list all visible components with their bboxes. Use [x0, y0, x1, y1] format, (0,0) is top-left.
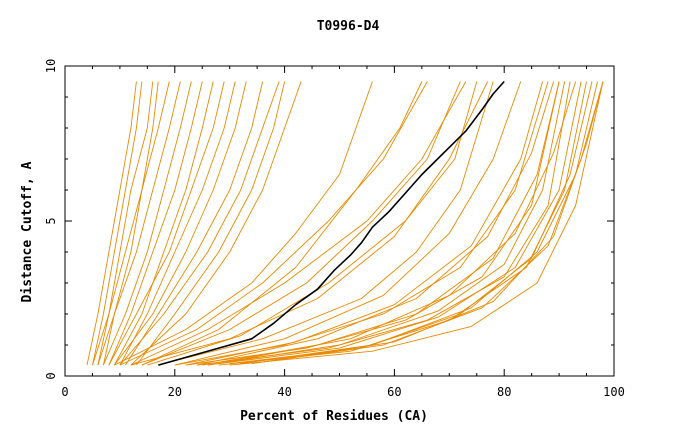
series-line-m06	[97, 81, 181, 366]
x-axis-ticks: 0 20 40 60 80 100	[61, 66, 625, 399]
series-line-m19	[119, 81, 428, 366]
series-line-m13	[125, 81, 264, 366]
x-tick-label-80: 80	[497, 385, 511, 399]
highlight-layer	[158, 80, 505, 366]
series-line-m20	[130, 81, 489, 366]
series-line-m14	[119, 81, 280, 366]
series-line-m34	[251, 81, 604, 365]
series-line-m05	[92, 81, 170, 366]
x-tick-label-0: 0	[61, 385, 68, 399]
series-line-m35	[218, 81, 577, 365]
series-line-m28	[207, 81, 582, 366]
series-line-m07	[102, 81, 192, 366]
series-line-m24	[141, 81, 423, 366]
series-line-m22	[114, 81, 373, 366]
x-tick-label-20: 20	[168, 385, 182, 399]
series-line-m16	[136, 81, 286, 366]
y-tick-label-10: 10	[44, 59, 58, 73]
x-tick-label-40: 40	[277, 385, 291, 399]
series-line-m18	[141, 81, 461, 366]
y-axis-ticks: 0 5 10	[44, 59, 614, 380]
series-line-m38	[207, 81, 566, 366]
series-line-m17	[130, 81, 467, 366]
series-line-m04	[102, 81, 159, 366]
y-tick-label-5: 5	[44, 217, 58, 224]
series-line-m08	[108, 81, 203, 366]
series-line-m37	[174, 81, 522, 366]
series-line-m03	[97, 81, 154, 366]
series-line-m36	[229, 81, 604, 366]
x-tick-label-100: 100	[603, 385, 625, 399]
series-line-m39	[262, 81, 604, 363]
series-line-m21	[147, 81, 478, 366]
series-line-m01	[86, 81, 137, 366]
series-line-m25	[174, 81, 549, 366]
series-line-m02	[92, 81, 143, 366]
series-line-m09	[114, 81, 214, 366]
series-line-m11	[119, 81, 236, 366]
series-line-m23	[163, 81, 494, 365]
x-axis-label: Percent of Residues (CA)	[240, 409, 428, 424]
series-line-m12	[114, 81, 247, 366]
chart-title: T0996-D4	[317, 19, 380, 34]
x-tick-label-60: 60	[387, 385, 401, 399]
series-line-m33	[185, 81, 544, 366]
series-line-m10	[108, 81, 225, 366]
series-line-m40	[196, 81, 555, 366]
series-line-m15	[130, 81, 302, 366]
series-layer	[86, 81, 604, 366]
y-axis-label: Distance Cutoff, A	[20, 161, 35, 302]
y-tick-label-0: 0	[44, 372, 58, 379]
series-line-m27	[196, 81, 571, 366]
highlight-series-line	[158, 80, 505, 366]
series-line-m31	[240, 81, 598, 365]
